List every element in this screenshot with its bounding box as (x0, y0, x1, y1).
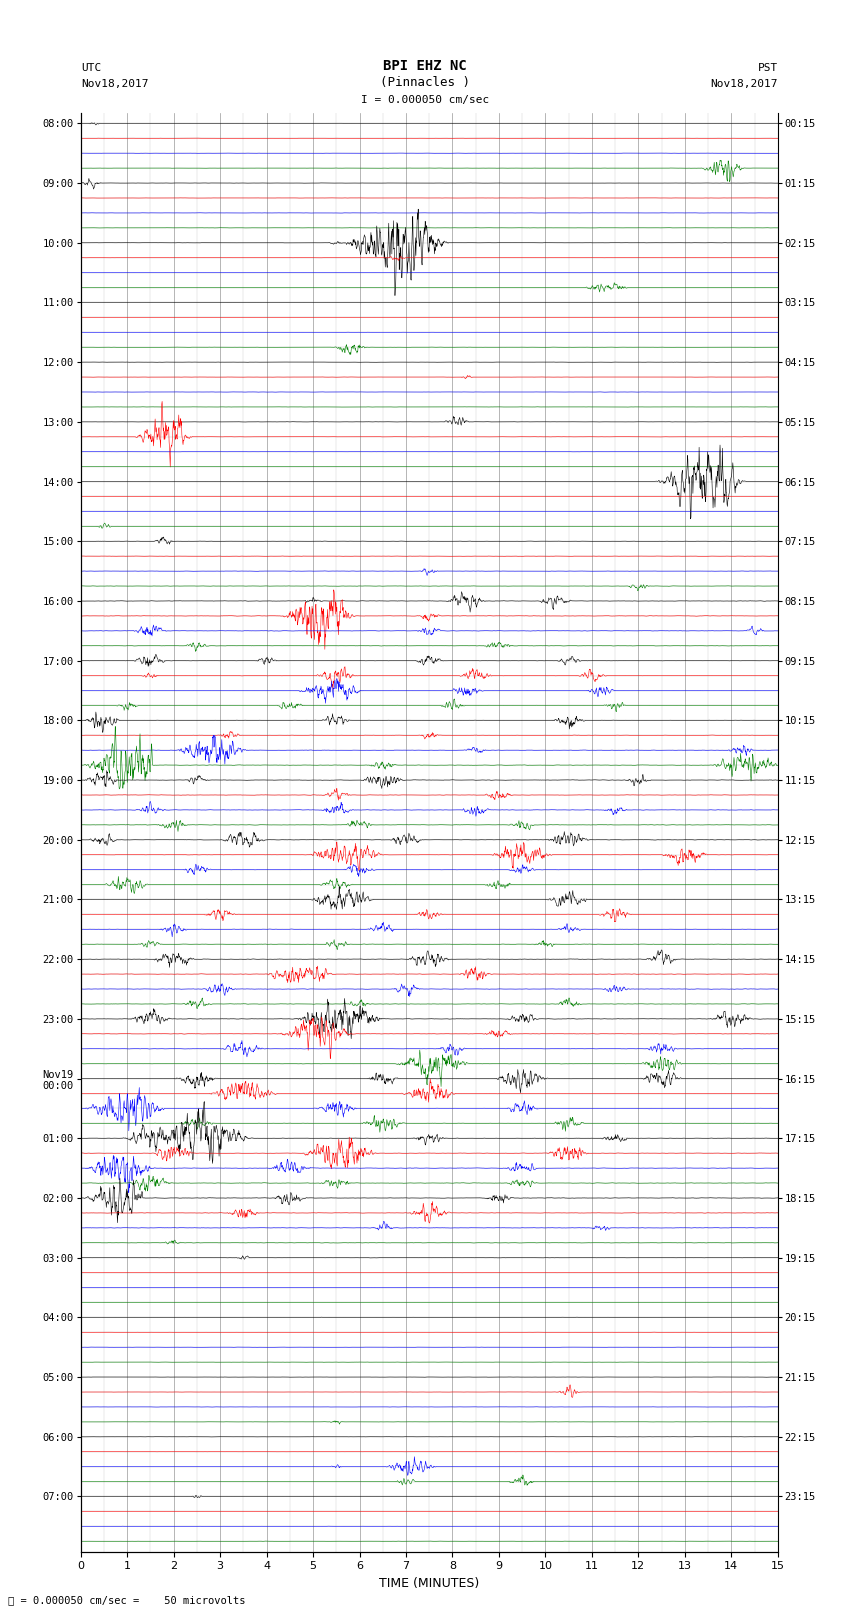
X-axis label: TIME (MINUTES): TIME (MINUTES) (379, 1578, 479, 1590)
Text: UTC: UTC (81, 63, 101, 73)
Text: Nov18,2017: Nov18,2017 (81, 79, 148, 89)
Text: (Pinnacles ): (Pinnacles ) (380, 76, 470, 89)
Text: ␓ = 0.000050 cm/sec =    50 microvolts: ␓ = 0.000050 cm/sec = 50 microvolts (8, 1595, 246, 1605)
Text: PST: PST (757, 63, 778, 73)
Text: BPI EHZ NC: BPI EHZ NC (383, 58, 467, 73)
Text: Nov18,2017: Nov18,2017 (711, 79, 778, 89)
Text: I = 0.000050 cm/sec: I = 0.000050 cm/sec (361, 95, 489, 105)
